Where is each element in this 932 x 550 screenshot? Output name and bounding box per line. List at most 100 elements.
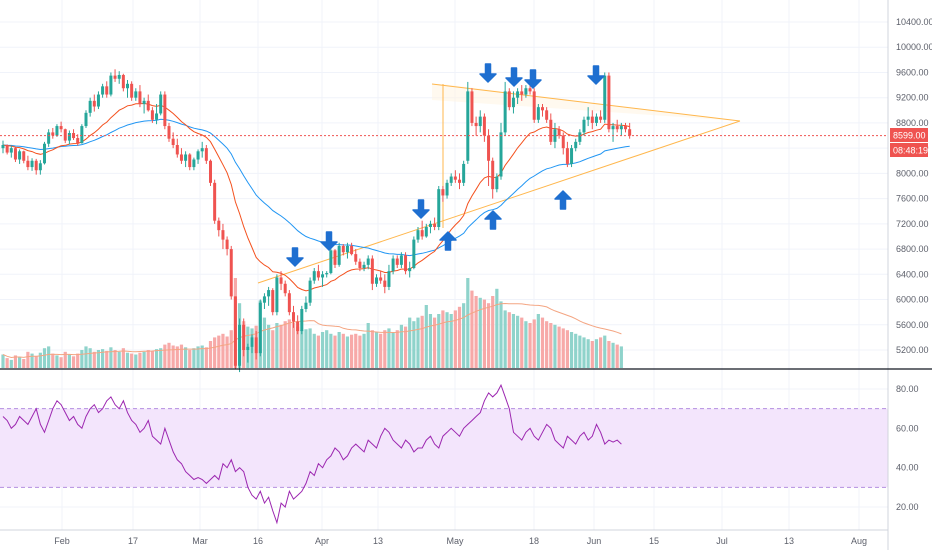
candle-body bbox=[408, 268, 412, 272]
candle bbox=[163, 91, 167, 130]
candle bbox=[188, 153, 192, 171]
price-tick-label: 5600.00 bbox=[896, 320, 929, 330]
volume-bar bbox=[354, 333, 358, 368]
candle-body bbox=[221, 230, 225, 240]
candle-body bbox=[279, 277, 283, 284]
volume-bar bbox=[267, 324, 271, 368]
candle bbox=[55, 124, 59, 137]
candle-body bbox=[511, 97, 515, 108]
volume-bar bbox=[5, 358, 9, 368]
price-tick-label: 9600.00 bbox=[896, 67, 929, 77]
volume-bar bbox=[449, 314, 453, 368]
candle-body bbox=[117, 74, 121, 79]
volume-bar bbox=[495, 288, 499, 368]
candle bbox=[528, 85, 532, 95]
rsi-axis[interactable]: 80.00 60.00 40.00 20.00 bbox=[896, 384, 919, 512]
candle bbox=[437, 186, 441, 231]
volume-bar bbox=[507, 312, 511, 368]
candle bbox=[599, 110, 603, 123]
candle-body bbox=[383, 280, 387, 287]
candle bbox=[561, 132, 565, 155]
candle-body bbox=[387, 271, 391, 287]
candle-body bbox=[574, 141, 578, 149]
volume-bar bbox=[9, 359, 13, 368]
candle bbox=[487, 129, 491, 186]
candle-body bbox=[242, 324, 246, 350]
candle-body bbox=[167, 126, 171, 139]
volume-bar bbox=[428, 314, 433, 368]
candle-body bbox=[453, 176, 457, 180]
candle-body bbox=[441, 189, 445, 196]
candle-body bbox=[192, 159, 196, 168]
volume-bar bbox=[138, 352, 142, 368]
down-arrow-icon bbox=[320, 231, 338, 251]
candle bbox=[532, 88, 536, 123]
volume-bar bbox=[320, 332, 325, 368]
candle bbox=[366, 255, 370, 270]
volume-bar bbox=[408, 317, 412, 368]
volume-bar bbox=[412, 321, 416, 368]
candle bbox=[399, 252, 403, 268]
candle bbox=[26, 155, 30, 171]
candle-body bbox=[445, 182, 449, 196]
volume-bar bbox=[499, 301, 503, 368]
volume-bar bbox=[569, 332, 574, 368]
candle bbox=[628, 122, 632, 139]
candle bbox=[321, 271, 325, 287]
volume-bar bbox=[67, 354, 71, 368]
candle bbox=[47, 129, 51, 147]
countdown-badge bbox=[890, 143, 928, 157]
candle-body bbox=[258, 302, 262, 354]
candle-body bbox=[138, 91, 142, 104]
volume-bar bbox=[599, 337, 603, 368]
volume-bar bbox=[117, 351, 121, 368]
volume-bar bbox=[561, 328, 565, 368]
volume-bar bbox=[474, 296, 478, 368]
candle-body bbox=[561, 135, 565, 149]
candle-body bbox=[18, 151, 22, 160]
volume-bar bbox=[76, 353, 80, 368]
candle bbox=[404, 252, 408, 275]
time-axis[interactable]: Feb 17 Mar 16 Apr 13 May 18 Jun 15 Jul 13 Aug bbox=[54, 536, 867, 546]
candle-body bbox=[462, 163, 466, 183]
candle bbox=[242, 318, 246, 357]
candle-body bbox=[541, 107, 544, 111]
candle-body bbox=[528, 88, 532, 92]
candle-body bbox=[13, 148, 17, 160]
candle bbox=[51, 127, 55, 139]
volume-bar bbox=[167, 342, 171, 368]
candle bbox=[238, 318, 242, 373]
candlesticks[interactable] bbox=[1, 69, 632, 373]
price-axis[interactable]: 10400.0010000.009600.009200.008800.00840… bbox=[896, 17, 932, 355]
candle bbox=[482, 113, 486, 142]
candle bbox=[557, 126, 561, 139]
candle-body bbox=[557, 129, 561, 136]
volume-bar bbox=[312, 333, 316, 368]
volume-bar bbox=[63, 351, 67, 368]
candle-body bbox=[433, 223, 437, 227]
candle-body bbox=[524, 88, 528, 95]
candle bbox=[80, 124, 84, 144]
candle bbox=[184, 151, 188, 168]
volume-bar bbox=[30, 353, 34, 368]
up-arrow-icon bbox=[554, 190, 572, 210]
time-tick-label: 15 bbox=[649, 536, 659, 546]
candle-body bbox=[150, 110, 154, 120]
volume-bar bbox=[470, 290, 474, 368]
candle bbox=[578, 129, 582, 145]
candle bbox=[594, 113, 598, 127]
volume-bar bbox=[586, 339, 590, 368]
candle bbox=[196, 149, 200, 164]
volume-bar bbox=[101, 349, 105, 368]
candle-body bbox=[603, 75, 607, 120]
volume-bar bbox=[283, 321, 287, 368]
candle bbox=[524, 85, 528, 98]
volume-bar bbox=[603, 335, 607, 368]
candle bbox=[462, 160, 466, 186]
price-tick-label: 8000.00 bbox=[896, 168, 929, 178]
candle bbox=[159, 91, 163, 116]
candle-body bbox=[63, 129, 67, 141]
candle-body bbox=[503, 91, 507, 133]
volume-bar bbox=[503, 310, 507, 368]
